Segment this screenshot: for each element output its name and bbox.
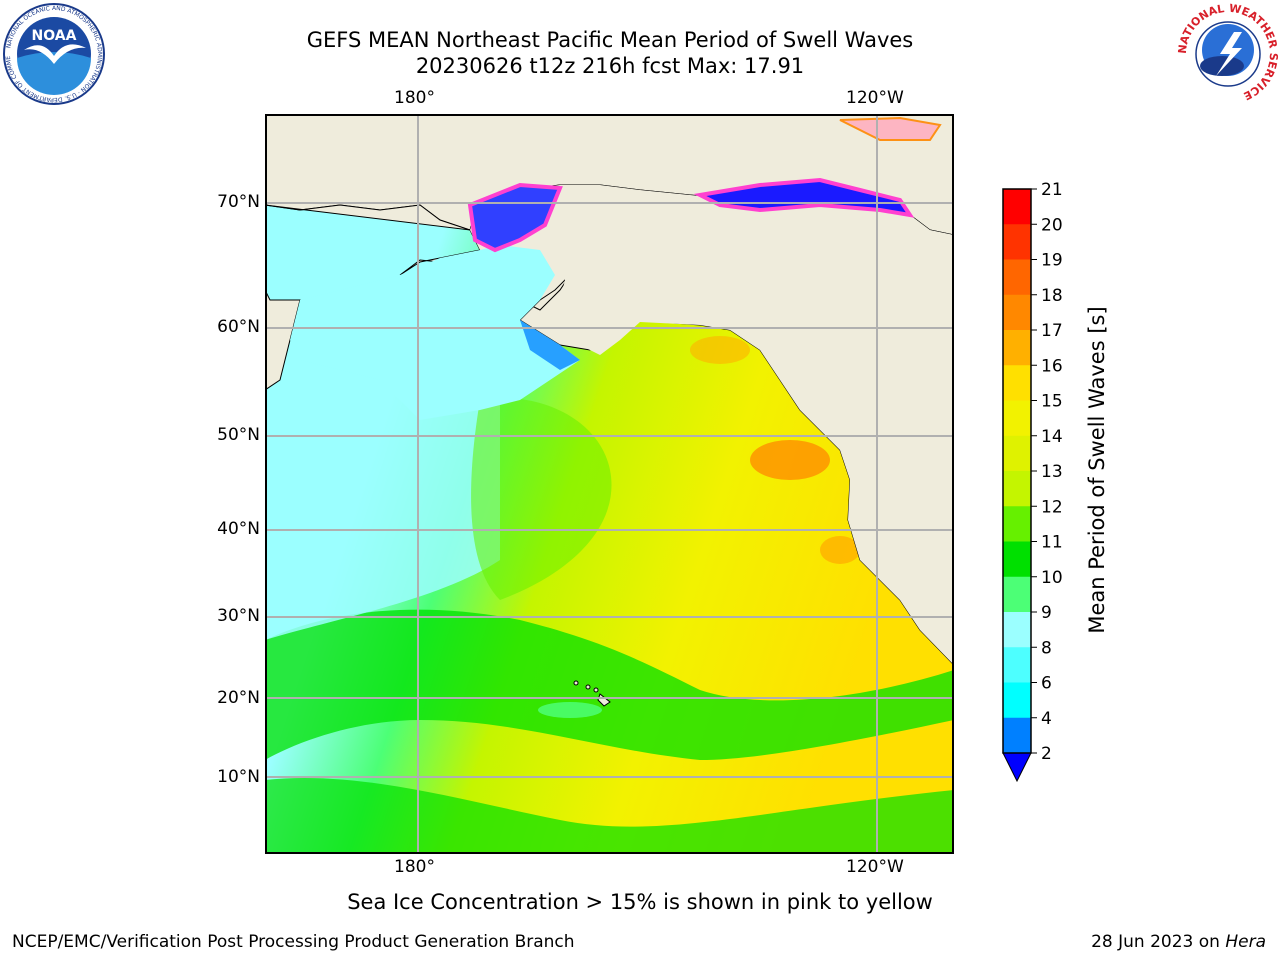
colorbar-swatch	[1003, 717, 1031, 754]
lon-tick-top-180: 180°	[394, 88, 435, 108]
map-plot	[265, 114, 954, 854]
lat-tick-50n: 50°N	[217, 425, 260, 445]
colorbar-tick-label: 18	[1041, 286, 1063, 306]
colorbar-swatch	[1003, 506, 1031, 542]
colorbar-swatch	[1003, 294, 1031, 331]
sea-ice-beaufort	[693, 177, 915, 218]
lon-tick-bottom-120w: 120°W	[846, 857, 904, 877]
chart-subtitle: 20230626 t12z 216h fcst Max: 17.91	[415, 54, 805, 78]
colorbar-tick-label: 13	[1041, 462, 1063, 482]
nws-logo: NATIONAL WEATHER SERVICE	[1176, 2, 1280, 104]
orange-swell-ne	[750, 440, 830, 480]
footer-host: Hera	[1225, 932, 1266, 952]
colorbar-ticks: 21 20 19 18 17 16 15 14 13 12 11 10 9 8 6 4 2	[1031, 180, 1063, 764]
colorbar-swatch	[1003, 330, 1031, 366]
lat-tick-40n: 40°N	[217, 519, 260, 539]
colorbar-swatches	[1003, 189, 1031, 754]
lat-tick-20n: 20°N	[217, 688, 260, 708]
colorbar-swatch	[1003, 224, 1031, 260]
colorbar-swatch	[1003, 682, 1031, 719]
bering-blue-patch	[520, 320, 580, 370]
colorbar-tick-label: 21	[1041, 180, 1063, 200]
hawaii-wake	[538, 702, 602, 718]
colorbar-swatch	[1003, 189, 1031, 225]
colorbar-swatch	[1003, 647, 1031, 683]
colorbar-swatch	[1003, 471, 1031, 507]
colorbar-swatch	[1003, 612, 1031, 648]
colorbar-tick-label: 19	[1041, 251, 1063, 271]
lat-tick-10n: 10°N	[217, 767, 260, 787]
lon-tick-bottom-180: 180°	[394, 857, 435, 877]
colorbar-tick-label: 11	[1041, 533, 1063, 553]
colorbar-tick-label: 6	[1041, 674, 1052, 694]
colorbar-swatch	[1003, 435, 1031, 472]
green-band-tropics	[265, 778, 954, 854]
sea-ice-footnote: Sea Ice Concentration > 15% is shown in …	[347, 890, 933, 914]
colorbar: 21 20 19 18 17 16 15 14 13 12 11 10 9 8 6 4 2	[1002, 180, 1063, 783]
colorbar-swatch	[1003, 365, 1031, 401]
land-alaska-body	[470, 185, 954, 665]
colorbar-label: Mean Period of Swell Waves [s]	[1085, 306, 1109, 634]
colorbar-swatch	[1003, 259, 1031, 296]
colorbar-tick-label: 12	[1041, 497, 1063, 517]
noaa-logo: NATIONAL OCEANIC AND ATMOSPHERIC ADMINIS…	[2, 2, 105, 105]
map-border	[265, 114, 954, 854]
footer-date-text: 28 Jun 2023 on	[1091, 932, 1226, 952]
colorbar-tick-label: 15	[1041, 392, 1063, 412]
sea-ice-arctic-north	[839, 116, 942, 141]
chart-title: GEFS MEAN Northeast Pacific Mean Period …	[306, 28, 914, 52]
colorbar-tick-label: 2	[1041, 744, 1052, 764]
colorbar-tick-label: 8	[1041, 638, 1052, 658]
colorbar-tick-label: 20	[1041, 215, 1063, 235]
lon-tick-top-120w: 120°W	[846, 88, 904, 108]
colorbar-tick-label: 4	[1041, 709, 1052, 729]
colorbar-tick-label: 17	[1041, 321, 1063, 341]
orange-swell-nw	[690, 336, 750, 364]
sea-ice-chukchi	[467, 182, 563, 253]
footer-date: 28 Jun 2023 on Hera	[1091, 932, 1266, 952]
colorbar-swatch	[1003, 400, 1031, 437]
colorbar-tick-label: 9	[1041, 603, 1052, 623]
lat-tick-30n: 30°N	[217, 606, 260, 626]
graticule	[265, 114, 954, 854]
bering-sea	[290, 245, 580, 420]
colorbar-border	[1002, 188, 1032, 754]
noaa-text: NOAA	[32, 28, 77, 44]
colorbar-extend-arrow	[1002, 752, 1032, 783]
green-band-mid	[471, 398, 612, 600]
colorbar-swatch	[1003, 576, 1031, 613]
footer-org: NCEP/EMC/Verification Post Processing Pr…	[12, 932, 575, 952]
colorbar-swatch	[1003, 541, 1031, 578]
lat-tick-60n: 60°N	[217, 317, 260, 337]
colorbar-tick-label: 16	[1041, 356, 1063, 376]
colorbar-tick-label: 14	[1041, 427, 1063, 447]
orange-swell-coast	[820, 536, 860, 564]
green-band-subtropics	[265, 609, 954, 760]
colorbar-tick-label: 10	[1041, 568, 1063, 588]
lat-tick-70n: 70°N	[217, 192, 260, 212]
